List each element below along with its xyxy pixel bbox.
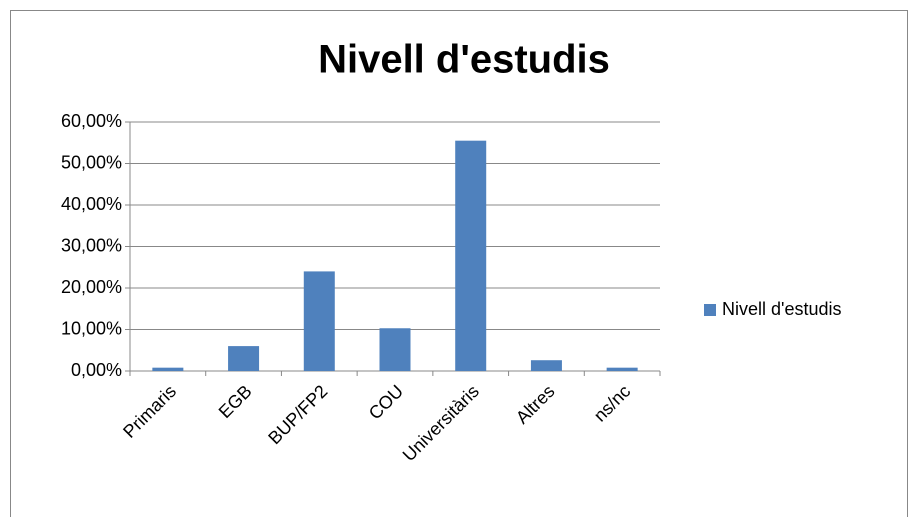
- y-tick-label: 50,00%: [61, 152, 122, 172]
- bar: [228, 346, 260, 371]
- legend-swatch: [704, 304, 716, 316]
- y-tick-label: 40,00%: [61, 194, 122, 214]
- bar: [530, 360, 562, 371]
- legend-label: Nivell d'estudis: [722, 299, 842, 319]
- bar: [303, 271, 335, 371]
- bar: [152, 367, 184, 371]
- bar: [455, 140, 487, 371]
- y-tick-label: 10,00%: [61, 318, 122, 338]
- y-tick-label: 0,00%: [71, 360, 122, 380]
- y-tick-label: 30,00%: [61, 235, 122, 255]
- y-tick-label: 60,00%: [61, 111, 122, 131]
- y-tick-label: 20,00%: [61, 277, 122, 297]
- bar: [606, 367, 638, 371]
- chart-title: Nivell d'estudis: [318, 38, 610, 82]
- bar: [379, 328, 411, 371]
